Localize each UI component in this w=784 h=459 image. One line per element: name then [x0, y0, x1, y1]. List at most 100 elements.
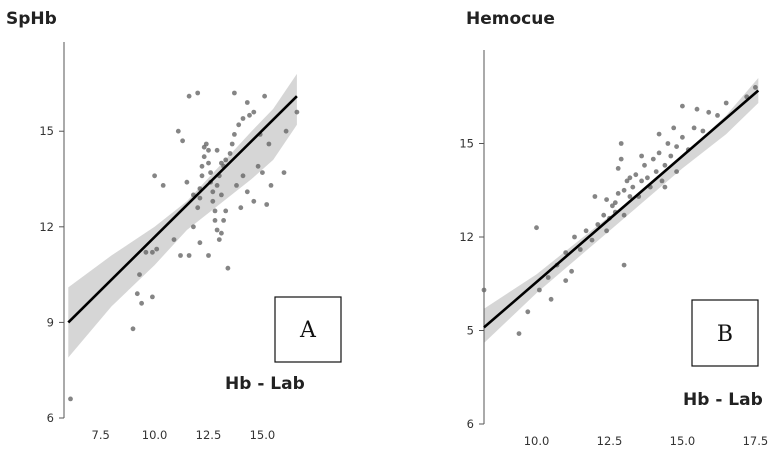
data-point	[545, 275, 551, 280]
y-tick-label: 15	[459, 137, 474, 151]
data-point	[656, 150, 662, 156]
data-point	[244, 100, 250, 105]
chart-title: SpHb	[6, 9, 57, 29]
data-point	[621, 187, 627, 193]
x-tick-label: 15.0	[250, 428, 276, 442]
data-point	[210, 189, 216, 195]
data-point	[653, 169, 659, 175]
regression-line	[67, 95, 298, 324]
data-point	[516, 331, 522, 336]
x-tick-label: 12.5	[196, 428, 222, 442]
data-point	[134, 291, 140, 297]
data-point	[294, 109, 300, 115]
data-point	[604, 228, 609, 234]
data-point	[572, 234, 577, 240]
data-point	[197, 240, 203, 246]
data-point	[534, 225, 539, 231]
data-point	[195, 90, 201, 96]
data-point	[615, 166, 621, 171]
data-point	[753, 85, 758, 90]
data-point	[633, 172, 639, 178]
x-axis-label: Hb - Lab	[225, 374, 305, 394]
data-point	[548, 296, 554, 302]
data-point	[199, 173, 205, 179]
data-point	[171, 237, 177, 243]
data-point	[229, 141, 235, 147]
data-point	[662, 162, 668, 168]
data-point	[130, 326, 136, 332]
data-point	[630, 184, 636, 190]
data-point	[232, 132, 237, 137]
data-point	[137, 272, 142, 277]
data-point	[283, 128, 289, 134]
data-point	[139, 300, 145, 306]
data-point	[150, 294, 155, 300]
x-axis-label: Hb - Lab	[683, 390, 763, 410]
data-point	[143, 249, 149, 255]
x-tick-label: 10.0	[142, 428, 168, 442]
data-point	[268, 183, 274, 188]
data-point	[680, 134, 685, 140]
y-tick-label: 6	[47, 411, 54, 425]
data-point	[569, 268, 574, 274]
x-tick-label: 10.0	[524, 434, 550, 448]
x-tick-label: 7.5	[92, 428, 110, 442]
data-point	[691, 125, 697, 131]
data-point	[595, 222, 601, 227]
panel-label: B	[717, 322, 733, 347]
data-point	[203, 141, 209, 147]
data-point	[715, 113, 720, 118]
data-point	[199, 163, 205, 169]
data-point	[262, 93, 267, 99]
data-point	[221, 218, 227, 223]
data-point	[639, 178, 644, 184]
x-tick-label: 17.5	[743, 434, 769, 448]
data-point	[206, 253, 211, 258]
data-point	[186, 93, 192, 99]
data-point	[615, 191, 621, 196]
data-point	[645, 175, 650, 181]
data-point	[668, 153, 674, 159]
data-point	[227, 151, 233, 156]
data-point	[154, 246, 160, 252]
data-point	[175, 128, 181, 134]
data-point	[627, 175, 633, 181]
chart-title: Hemocue	[466, 9, 555, 29]
data-point	[244, 189, 250, 195]
data-point	[208, 170, 214, 176]
data-point	[236, 122, 242, 128]
panel-label-box	[691, 299, 759, 367]
data-point	[152, 173, 158, 179]
data-point	[674, 144, 679, 150]
x-tick-label: 12.5	[597, 434, 623, 448]
data-point	[210, 198, 216, 204]
data-point	[201, 154, 207, 160]
data-point	[219, 230, 224, 236]
data-point	[671, 125, 677, 131]
data-point	[665, 141, 671, 146]
data-point	[610, 203, 615, 209]
y-tick-label: 12	[39, 220, 54, 234]
data-point	[563, 278, 569, 283]
data-point	[214, 147, 220, 153]
data-point	[214, 183, 220, 188]
data-point	[206, 147, 211, 153]
data-point	[281, 170, 287, 176]
data-point	[481, 287, 487, 293]
data-point	[216, 237, 222, 243]
data-point	[601, 212, 607, 218]
panel-label-box	[274, 296, 342, 363]
data-point	[178, 253, 183, 258]
data-point	[160, 183, 166, 188]
data-point	[621, 262, 627, 268]
data-point	[219, 160, 224, 166]
data-point	[206, 160, 211, 166]
data-point	[212, 208, 218, 214]
data-point	[264, 202, 270, 207]
data-point	[700, 128, 706, 134]
data-point	[240, 173, 246, 179]
data-point	[618, 156, 624, 162]
data-point	[225, 265, 231, 271]
data-point	[251, 109, 257, 115]
